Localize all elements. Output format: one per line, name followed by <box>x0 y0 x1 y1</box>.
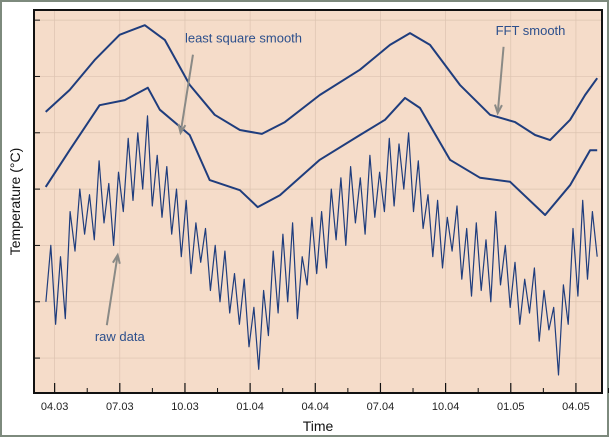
series-group <box>44 24 599 376</box>
x-tick-label: 01.04 <box>236 401 264 413</box>
x-tick-label: 01.05 <box>497 401 525 413</box>
annotation-arrow <box>496 46 505 114</box>
annotation-arrow <box>179 54 194 133</box>
plot-area <box>34 10 602 393</box>
series-line-least-square-smooth <box>44 86 598 216</box>
plot-border <box>33 9 603 394</box>
series-line-raw-data <box>45 115 598 376</box>
x-tick-label: 07.04 <box>367 401 395 413</box>
x-tick-label: 10.03 <box>171 401 199 413</box>
annotations: least square smooth FFT smooth raw data <box>95 23 566 344</box>
x-tick-label: 04.03 <box>41 401 69 413</box>
annotation-label: least square smooth <box>185 31 302 46</box>
x-axis-title: Time <box>303 418 334 434</box>
annotation-arrow <box>105 254 119 326</box>
x-tick-label: 10.04 <box>432 401 460 413</box>
annotation-label: FFT smooth <box>496 23 566 38</box>
annotation-label: raw data <box>95 329 146 344</box>
arrow-head-icon <box>177 123 187 136</box>
arrow-head-icon <box>112 252 121 264</box>
x-tick-label: 07.03 <box>106 401 134 413</box>
y-axis-title: Temperature (°C) <box>7 148 23 256</box>
series-line-FFT-smooth <box>45 24 599 142</box>
x-tick-label: 04.05 <box>562 401 590 413</box>
axis-ticks: 04.03 07.03 10.03 01.04 04.04 07.04 10.04 01.05… <box>34 19 609 413</box>
gridlines <box>34 10 602 393</box>
arrow-head-icon <box>494 104 503 116</box>
x-tick-label: 04.04 <box>302 401 330 413</box>
